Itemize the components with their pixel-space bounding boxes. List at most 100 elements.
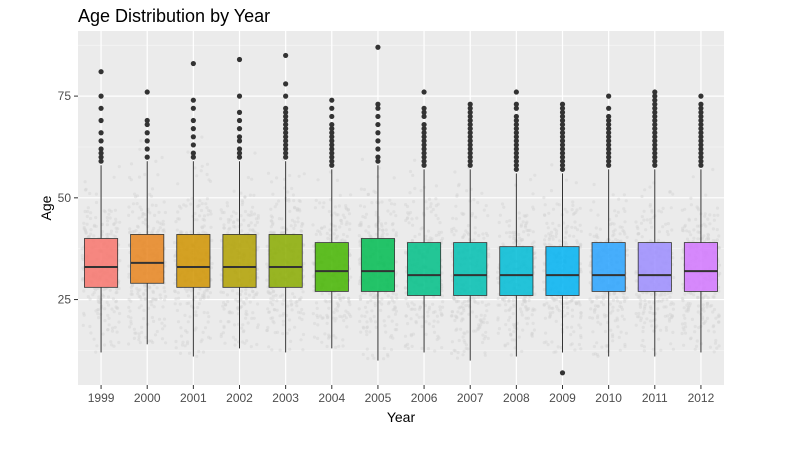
jitter-point	[697, 224, 701, 228]
jitter-point	[127, 272, 131, 276]
jitter-point	[202, 224, 206, 228]
jitter-point	[455, 194, 459, 198]
jitter-point	[270, 303, 275, 307]
jitter-point	[669, 206, 673, 210]
jitter-point	[712, 218, 717, 222]
outlier-point	[283, 130, 289, 136]
jitter-point	[157, 317, 162, 321]
jitter-point	[649, 306, 653, 311]
outlier-point	[190, 97, 196, 103]
jitter-point	[431, 207, 435, 212]
jitter-point	[461, 301, 465, 305]
jitter-point	[348, 303, 352, 307]
jitter-point	[128, 309, 132, 313]
jitter-point	[325, 300, 329, 304]
jitter-point	[466, 303, 471, 308]
jitter-point	[225, 293, 229, 297]
outlier-point	[283, 142, 289, 148]
jitter-point	[360, 291, 364, 295]
x-tick-label: 2001	[180, 391, 207, 405]
jitter-point	[645, 291, 649, 295]
outlier-point	[513, 126, 519, 132]
jitter-point	[410, 344, 414, 348]
jitter-point	[219, 334, 223, 339]
jitter-point	[267, 310, 271, 314]
jitter-point	[703, 214, 707, 218]
jitter-point	[542, 269, 546, 273]
jitter-point	[326, 315, 330, 319]
x-tick-label: 2012	[688, 391, 715, 405]
jitter-point	[701, 296, 705, 300]
jitter-point	[623, 297, 627, 301]
box-iqr	[683, 242, 718, 292]
jitter-point	[343, 216, 347, 220]
jitter-point	[706, 236, 711, 241]
outlier-point	[467, 130, 473, 136]
jitter-point	[142, 308, 146, 312]
jitter-point	[684, 309, 688, 313]
jitter-point	[242, 218, 246, 222]
jitter-point	[441, 305, 445, 309]
jitter-point	[244, 297, 249, 301]
jitter-point	[173, 302, 177, 306]
jitter-point	[431, 310, 436, 315]
box-2007	[453, 101, 488, 361]
jitter-point	[292, 199, 296, 203]
outlier-point	[144, 138, 150, 144]
jitter-point	[683, 223, 687, 227]
jitter-point	[288, 173, 292, 178]
outlier-point	[467, 154, 473, 160]
jitter-point	[286, 190, 290, 194]
jitter-point	[640, 343, 644, 348]
jitter-point	[706, 232, 710, 236]
jitter-point	[404, 218, 408, 223]
jitter-point	[244, 312, 248, 316]
jitter-point	[589, 270, 593, 274]
outlier-point	[467, 162, 473, 168]
jitter-point	[413, 186, 417, 191]
jitter-point	[461, 353, 465, 357]
jitter-point	[186, 340, 190, 344]
jitter-point	[197, 292, 201, 296]
jitter-point	[152, 319, 156, 323]
jitter-point	[265, 262, 269, 266]
jitter-point	[86, 206, 90, 210]
jitter-point	[201, 330, 205, 334]
jitter-point	[177, 217, 181, 221]
jitter-point	[269, 316, 273, 320]
outlier-point	[652, 158, 658, 164]
jitter-point	[717, 246, 722, 250]
jitter-point	[271, 290, 275, 294]
jitter-point	[411, 332, 416, 336]
jitter-point	[246, 321, 250, 325]
jitter-point	[717, 314, 721, 318]
jitter-point	[564, 226, 568, 230]
jitter-point	[403, 334, 408, 338]
jitter-point	[288, 347, 292, 351]
jitter-point	[287, 199, 291, 203]
jitter-point	[348, 222, 352, 226]
jitter-point	[184, 329, 188, 333]
outlier-point	[513, 142, 519, 148]
jitter-point	[249, 345, 253, 349]
jitter-point	[650, 324, 654, 328]
jitter-point	[411, 223, 415, 227]
jitter-point	[508, 308, 512, 312]
jitter-point	[694, 344, 699, 348]
box-iqr	[545, 246, 580, 296]
jitter-point	[161, 219, 165, 223]
chart-title: Age Distribution by Year	[78, 6, 270, 26]
jitter-point	[427, 197, 432, 201]
jitter-point	[664, 325, 668, 330]
jitter-point	[210, 262, 214, 266]
jitter-point	[83, 188, 88, 192]
jitter-point	[425, 206, 429, 210]
jitter-point	[406, 346, 410, 350]
jitter-point	[243, 195, 247, 199]
jitter-point	[338, 193, 342, 197]
jitter-point	[711, 227, 716, 231]
jitter-point	[531, 307, 535, 311]
jitter-point	[577, 342, 582, 347]
jitter-point	[311, 261, 315, 265]
jitter-point	[696, 310, 700, 314]
